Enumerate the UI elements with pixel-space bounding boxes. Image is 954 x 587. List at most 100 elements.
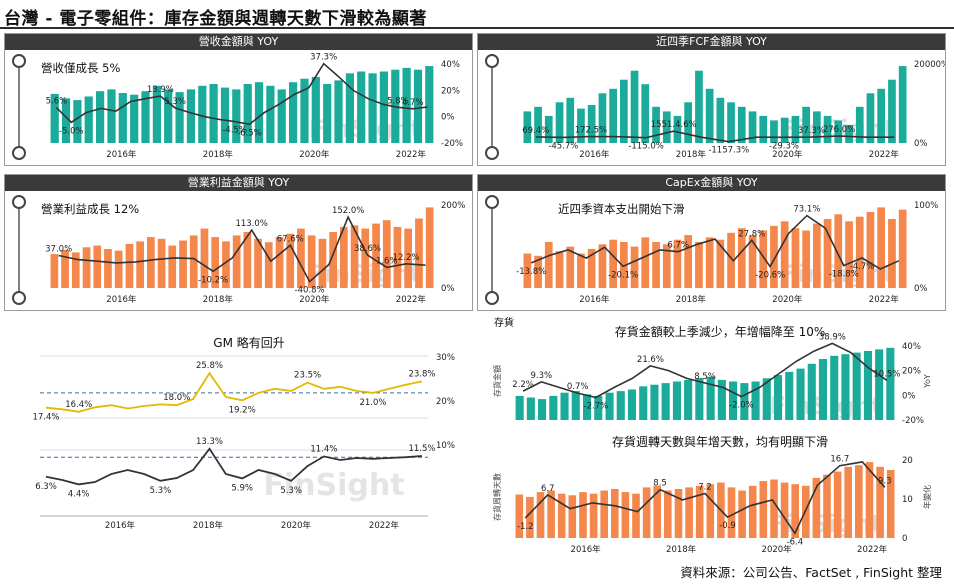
right-axis-tick: 0% (914, 284, 928, 294)
bar (583, 394, 592, 420)
bar (886, 347, 895, 420)
bar (863, 351, 872, 420)
bar (334, 80, 343, 143)
panel-gross-margin: GM 略有回升 FinSight 17.4% 16.4% 18.0% 25.8% 19.2%… (4, 330, 470, 540)
data-label: -2.7% (584, 402, 609, 412)
bar (300, 78, 309, 143)
data-label: 13.9% (147, 85, 174, 95)
bar (684, 102, 692, 143)
x-axis-label: 2022年 (869, 149, 900, 160)
bar (560, 392, 569, 420)
bar (61, 98, 71, 143)
data-label: 21.6% (637, 355, 664, 365)
bar (557, 493, 566, 538)
right-axis-tick: -20% (441, 139, 463, 149)
slider-handle-top (12, 195, 26, 209)
data-label: 67.6% (277, 234, 304, 244)
bar (125, 243, 134, 288)
data-label: -29.3% (769, 141, 799, 151)
data-label: 5.6% (46, 97, 68, 107)
bar (695, 70, 703, 143)
bar (627, 389, 636, 420)
bar (266, 85, 275, 143)
bar (855, 465, 863, 538)
title-rule (0, 27, 954, 29)
bar (684, 379, 693, 420)
bar (611, 489, 619, 538)
data-label: -13.8% (516, 267, 546, 277)
data-label: 11.5% (408, 444, 435, 454)
bar (350, 225, 359, 288)
bar (855, 106, 864, 143)
data-label: 5.3% (280, 486, 302, 496)
slider-handle-top (485, 54, 499, 68)
bar (61, 249, 69, 288)
x-axis-label: 2016年 (579, 294, 610, 305)
bar (73, 100, 82, 143)
yoy-line (535, 130, 895, 143)
bar (232, 89, 241, 143)
bar (555, 251, 564, 288)
data-label: -4.5% (222, 126, 247, 136)
bar (538, 399, 547, 420)
bar (96, 91, 105, 143)
bar (579, 492, 587, 538)
bar (379, 71, 388, 143)
right-axis-tick: 20% (441, 86, 460, 96)
bar (200, 228, 209, 288)
bar (653, 485, 661, 538)
bar (813, 223, 821, 288)
main-title: 台灣 - 電子零組件：庫存金額與週轉天數下滑較為顯著 (4, 9, 427, 29)
right-axis-tick: 40% (902, 342, 921, 352)
bar (684, 235, 692, 288)
x-axis-label: 2018年 (193, 520, 224, 531)
bar (93, 245, 102, 288)
right-axis-tick: 0% (914, 139, 928, 149)
x-axis-label: 2022年 (869, 294, 900, 305)
bar (382, 220, 391, 288)
data-label: 152.0% (332, 206, 364, 216)
bar (620, 79, 628, 143)
bar (898, 66, 907, 143)
bar (706, 484, 715, 538)
bar (179, 240, 187, 288)
right-axis-tick: 20 (902, 456, 913, 466)
bar (141, 91, 150, 143)
bar (705, 88, 714, 143)
gm-line (45, 371, 423, 413)
bar (609, 88, 617, 143)
om-line (45, 447, 423, 486)
chart-capex: FinSight-13.8%-20.1%6.7%27.8%-20.6%73.1%… (485, 195, 938, 305)
data-label: 73.1% (793, 205, 820, 215)
bar (748, 111, 757, 143)
bar (523, 253, 532, 288)
bar (759, 481, 768, 538)
bar (277, 89, 286, 143)
bar (415, 218, 423, 288)
panel-fcf-title: 近四季FCF金額與 YOY (478, 34, 945, 50)
panel-inventory-days: 存貨週轉天數與年增天數，均有明顯下滑存貨周轉天數年變化FinSight-1.26… (490, 432, 944, 560)
right-axis-tick: 0% (441, 284, 455, 294)
bar (852, 352, 861, 420)
x-axis-label: 2018年 (203, 149, 234, 160)
bar (515, 494, 524, 538)
right-axis-tick: 20% (436, 397, 455, 407)
yoy-line (58, 215, 426, 283)
bar (534, 255, 542, 288)
panel-capex-title: CapEx金額與 YOY (478, 175, 945, 191)
bar (845, 221, 853, 288)
x-axis-label: 2016年 (106, 149, 137, 160)
chart-revenue: FinSight5.6%-5.0%13.9%5.3%-4.5%-6.5%37.3… (12, 53, 463, 160)
bar (107, 89, 116, 143)
annotation: 近四季資本支出開始下滑 (558, 202, 685, 216)
bar (404, 228, 412, 288)
x-axis-label: 2020年 (299, 149, 330, 160)
data-label: 276.0% (823, 125, 855, 135)
data-label: 12.2% (393, 253, 420, 263)
bar (650, 384, 659, 420)
data-label: 18.0% (163, 393, 190, 403)
bar (594, 395, 603, 420)
bar (716, 239, 725, 288)
data-label: 1.6% (376, 256, 398, 266)
bar (780, 221, 789, 288)
